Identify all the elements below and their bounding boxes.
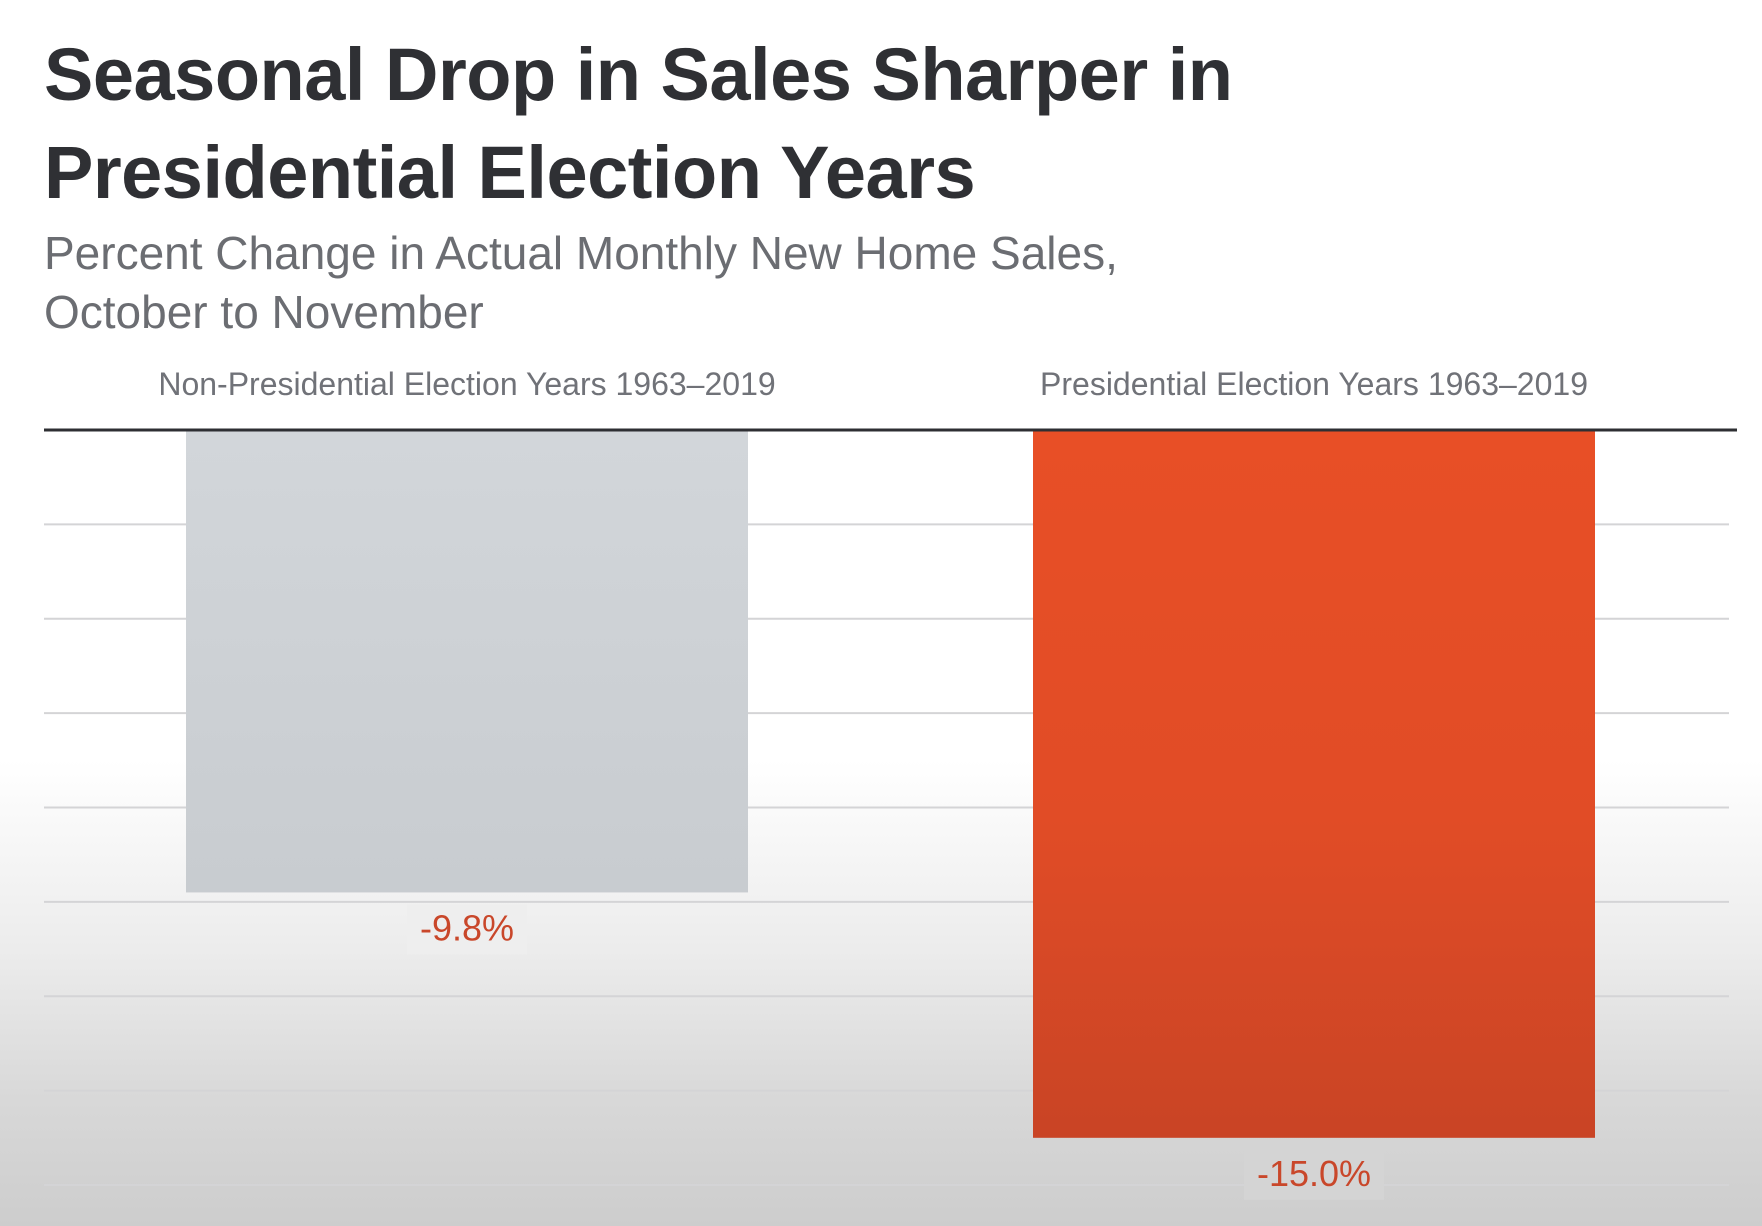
data-label-non-presidential: -9.8% bbox=[420, 907, 514, 948]
data-label-presidential: -15.0% bbox=[1257, 1153, 1371, 1194]
chart-title-line-2: Presidential Election Years bbox=[44, 131, 976, 214]
data-label-background bbox=[407, 904, 527, 955]
chart-subtitle-line-1: Percent Change in Actual Monthly New Hom… bbox=[44, 227, 1118, 279]
bars bbox=[186, 430, 1595, 1138]
data-labels: -9.8% -15.0% bbox=[407, 904, 1384, 1200]
bar-presidential bbox=[1033, 430, 1595, 1138]
bar-non-presidential bbox=[186, 430, 748, 893]
category-label-presidential: Presidential Election Years 1963–2019 bbox=[1040, 366, 1588, 402]
chart-title-line-1: Seasonal Drop in Sales Sharper in bbox=[44, 33, 1233, 116]
chart-subtitle: Percent Change in Actual Monthly New Hom… bbox=[44, 224, 1118, 342]
category-label-non-presidential: Non-Presidential Election Years 1963–201… bbox=[158, 366, 776, 402]
chart-title: Seasonal Drop in Sales Sharper in Presid… bbox=[44, 26, 1233, 222]
chart-subtitle-line-2: October to November bbox=[44, 286, 484, 338]
data-label-background bbox=[1244, 1149, 1384, 1200]
